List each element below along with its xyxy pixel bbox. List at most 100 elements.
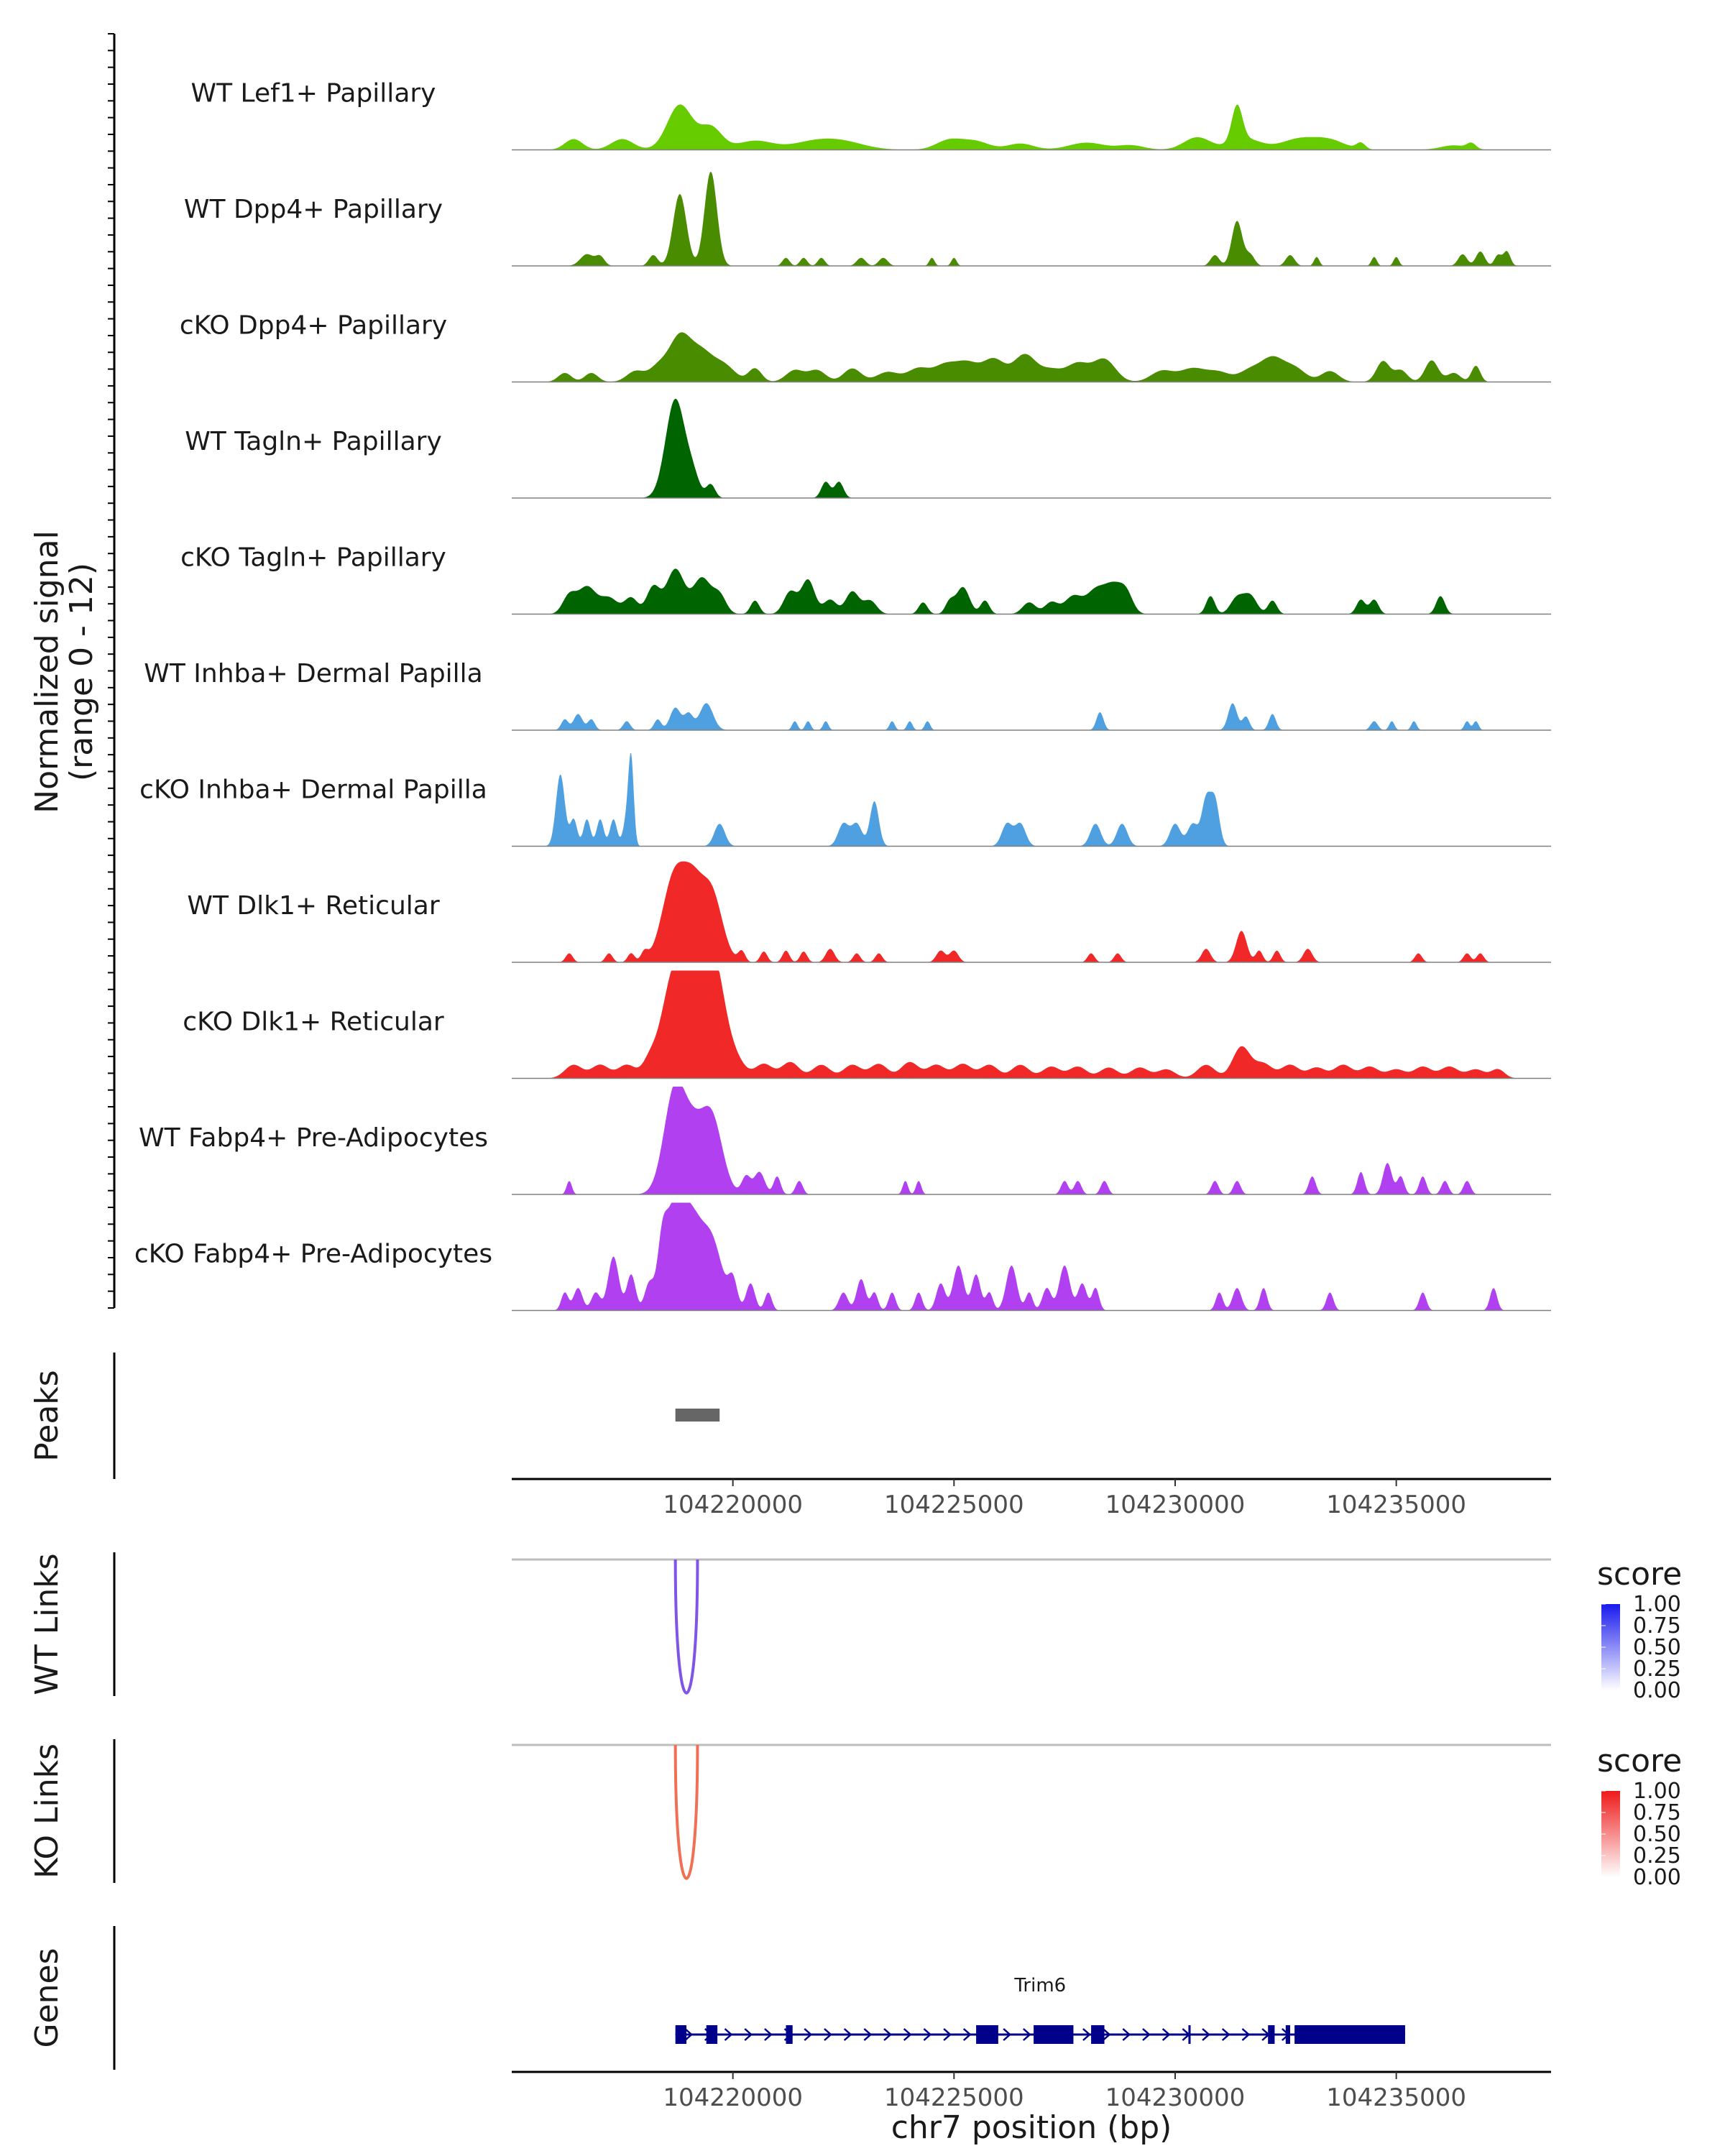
genes-panel: Genes Trim6 104220000 104225000 104230000 1… <box>29 1926 1551 2146</box>
coverage-signal-area <box>512 398 1551 498</box>
x-tick-label: 104235000 <box>1326 2083 1466 2112</box>
coverage-signal-area <box>512 171 1551 266</box>
coverage-signal-area <box>512 104 1551 150</box>
coverage-signal-area <box>512 861 1551 962</box>
legend-tick-label: 0.25 <box>1633 1657 1681 1682</box>
gene-models: Trim6 <box>675 1975 1405 2044</box>
legend-tick-label: 0.25 <box>1633 1843 1681 1869</box>
strand-chevron <box>764 2028 773 2041</box>
coverage-track-label: WT Tagln+ Papillary <box>185 427 442 456</box>
coverage-panel: Normalized signal (range 0 - 12) WT Lef1… <box>29 33 1551 1312</box>
coverage-track-label: cKO Dlk1+ Reticular <box>183 1008 444 1037</box>
peak-region <box>675 1409 720 1422</box>
strand-chevron <box>1082 2028 1091 2041</box>
strand-chevron <box>843 2028 852 2041</box>
strand-chevron <box>863 2028 873 2041</box>
coverage-track: cKO Tagln+ Papillary <box>180 543 1551 615</box>
strand-chevron <box>903 2028 912 2041</box>
strand-chevron <box>923 2028 932 2041</box>
coverage-signal-area <box>512 332 1551 382</box>
coverage-track: WT Dlk1+ Reticular <box>187 861 1551 963</box>
strand-chevron <box>1003 2028 1012 2041</box>
coverage-track-label: cKO Fabp4+ Pre-Adipocytes <box>134 1240 492 1269</box>
coverage-track-label: WT Dlk1+ Reticular <box>187 891 439 921</box>
gene-exon <box>976 2025 998 2044</box>
legend-title: score <box>1597 1556 1682 1593</box>
gene-model: Trim6 <box>675 1975 1405 2044</box>
x-axis-title: chr7 position (bp) <box>891 2109 1172 2146</box>
coverage-signal-area <box>512 752 1551 847</box>
genes-track-label: Genes <box>29 1948 65 2047</box>
links-track-label: KO Links <box>29 1743 65 1879</box>
coverage-signal-area <box>512 703 1551 730</box>
peaks-track-label: Peaks <box>29 1370 65 1461</box>
strand-chevron <box>1122 2028 1131 2041</box>
x-axis-ticks-bottom: 104220000 104225000 104230000 104235000 <box>663 2072 1466 2112</box>
strand-chevron <box>1241 2028 1251 2041</box>
x-tick-label: 104235000 <box>1326 1491 1466 1519</box>
strand-chevron <box>1202 2028 1210 2041</box>
legend-tick-label: 0.00 <box>1633 1865 1681 1890</box>
legend-tick-label: 0.75 <box>1633 1613 1681 1639</box>
coverage-track: WT Tagln+ Papillary <box>185 398 1551 499</box>
coverage-track-label: WT Inhba+ Dermal Papilla <box>144 659 482 688</box>
legend-tick-label: 0.75 <box>1633 1800 1681 1825</box>
coverage-track-label: cKO Tagln+ Papillary <box>180 543 446 573</box>
strand-chevron <box>724 2028 733 2041</box>
coverage-track-label: cKO Dpp4+ Papillary <box>180 311 447 341</box>
strand-chevron <box>684 2028 694 2041</box>
gene-exon <box>1034 2025 1074 2044</box>
coverage-y-axis-title-line1: Normalized signal <box>29 530 65 814</box>
coverage-y-axis-title-line2: (range 0 - 12) <box>63 563 100 781</box>
strand-chevron <box>1142 2028 1151 2041</box>
link-arc <box>673 1744 699 1880</box>
coverage-track: WT Inhba+ Dermal Papilla <box>144 659 1551 731</box>
gene-exon <box>1268 2025 1275 2044</box>
strand-chevron <box>744 2028 753 2041</box>
legend-tick-label: 1.00 <box>1633 1592 1681 1617</box>
coverage-track: cKO Inhba+ Dermal Papilla <box>139 752 1551 847</box>
coverage-tracks: WT Lef1+ Papillary WT Dpp4+ Papillary cKO … <box>134 79 1551 1312</box>
legend-tick-label: 0.00 <box>1633 1678 1681 1703</box>
x-axis-ticks-top: 104220000 104225000 104230000 104235000 <box>663 1479 1466 1519</box>
gene-exon <box>786 2025 793 2044</box>
strand-chevron <box>1023 2028 1031 2041</box>
legend-tick-label: 1.00 <box>1633 1779 1681 1804</box>
gene-exon <box>706 2025 718 2044</box>
coverage-signal-area <box>512 1202 1551 1311</box>
gene-name-label: Trim6 <box>1013 1975 1066 1996</box>
x-tick-label: 104225000 <box>884 1491 1024 1519</box>
links-track-label: WT Links <box>29 1553 65 1695</box>
strand-chevron <box>962 2028 972 2041</box>
x-tick-label: 104220000 <box>663 2083 803 2112</box>
coverage-track: cKO Dpp4+ Papillary <box>180 311 1551 383</box>
coverage-track: WT Fabp4+ Pre-Adipocytes <box>139 1087 1551 1195</box>
strand-chevron <box>1102 2028 1111 2041</box>
peak-regions <box>675 1409 720 1422</box>
gene-exon <box>675 2025 687 2044</box>
coverage-track: cKO Fabp4+ Pre-Adipocytes <box>134 1202 1551 1312</box>
coverage-track-label: cKO Inhba+ Dermal Papilla <box>139 775 487 805</box>
strand-chevron <box>1221 2028 1230 2041</box>
gene-exon <box>1294 2025 1405 2044</box>
coverage-signal-area <box>512 1087 1551 1194</box>
strand-chevron <box>943 2028 952 2041</box>
coverage-track-label: WT Lef1+ Papillary <box>191 79 436 109</box>
coverage-track-label: WT Dpp4+ Papillary <box>184 195 443 224</box>
strand-chevron <box>1162 2028 1171 2041</box>
link-arc <box>673 1559 699 1695</box>
legend-title: score <box>1597 1743 1682 1779</box>
strand-chevron <box>804 2028 813 2041</box>
strand-chevron <box>824 2028 832 2041</box>
peaks-panel: Peaks 104220000 104225000 104230000 1042350… <box>29 1353 1551 1519</box>
coverage-track: WT Dpp4+ Papillary <box>184 171 1551 267</box>
x-tick-label: 104230000 <box>1105 1491 1246 1519</box>
x-tick-label: 104220000 <box>663 1491 803 1519</box>
x-tick-label: 104230000 <box>1105 2083 1246 2112</box>
